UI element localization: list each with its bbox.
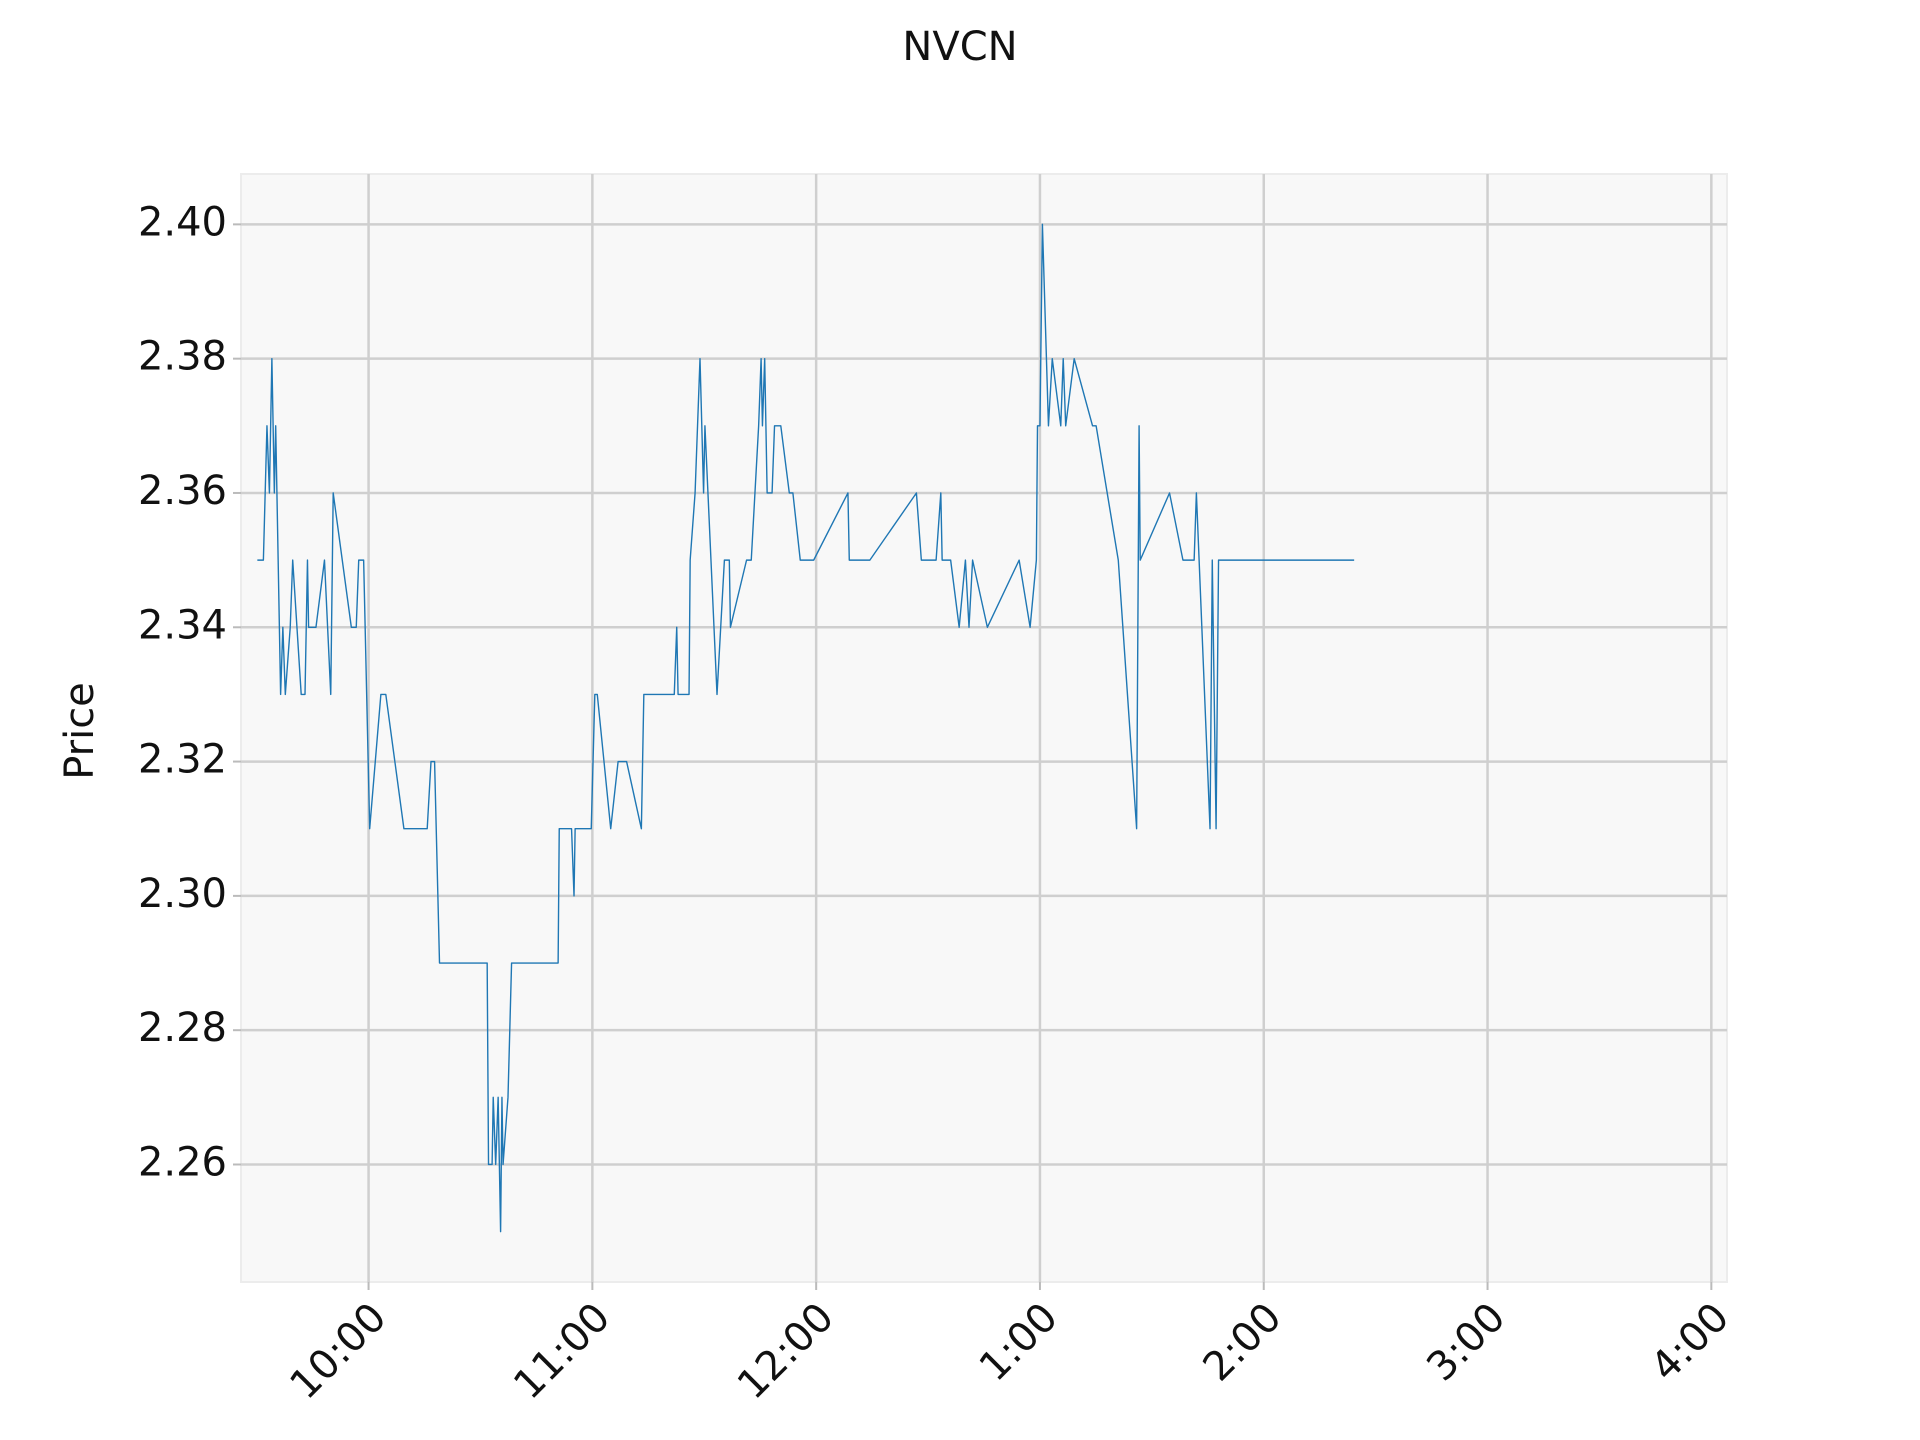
y-axis-label: Price: [57, 682, 103, 780]
chart-title: NVCN: [902, 24, 1017, 70]
y-tick-label: 2.32: [138, 737, 227, 783]
y-tick-label: 2.40: [138, 199, 227, 245]
y-tick-label: 2.36: [138, 468, 227, 514]
x-tick-label: 12:00: [729, 1294, 843, 1408]
y-tick-label: 2.28: [138, 1005, 227, 1051]
x-tick-label: 4:00: [1642, 1294, 1738, 1390]
y-tick-label: 2.26: [138, 1139, 227, 1185]
price-line: [257, 223, 1355, 1233]
plot-area: [240, 173, 1728, 1283]
x-tick-label: 2:00: [1195, 1294, 1291, 1390]
x-tick-label: 3:00: [1418, 1294, 1514, 1390]
x-tick-label: 10:00: [281, 1294, 395, 1408]
y-tick-label: 2.30: [138, 871, 227, 917]
x-tick-label: 1:00: [971, 1294, 1067, 1390]
y-tick-label: 2.38: [138, 334, 227, 380]
x-tick-label: 11:00: [505, 1294, 619, 1408]
y-tick-label: 2.34: [138, 602, 227, 648]
